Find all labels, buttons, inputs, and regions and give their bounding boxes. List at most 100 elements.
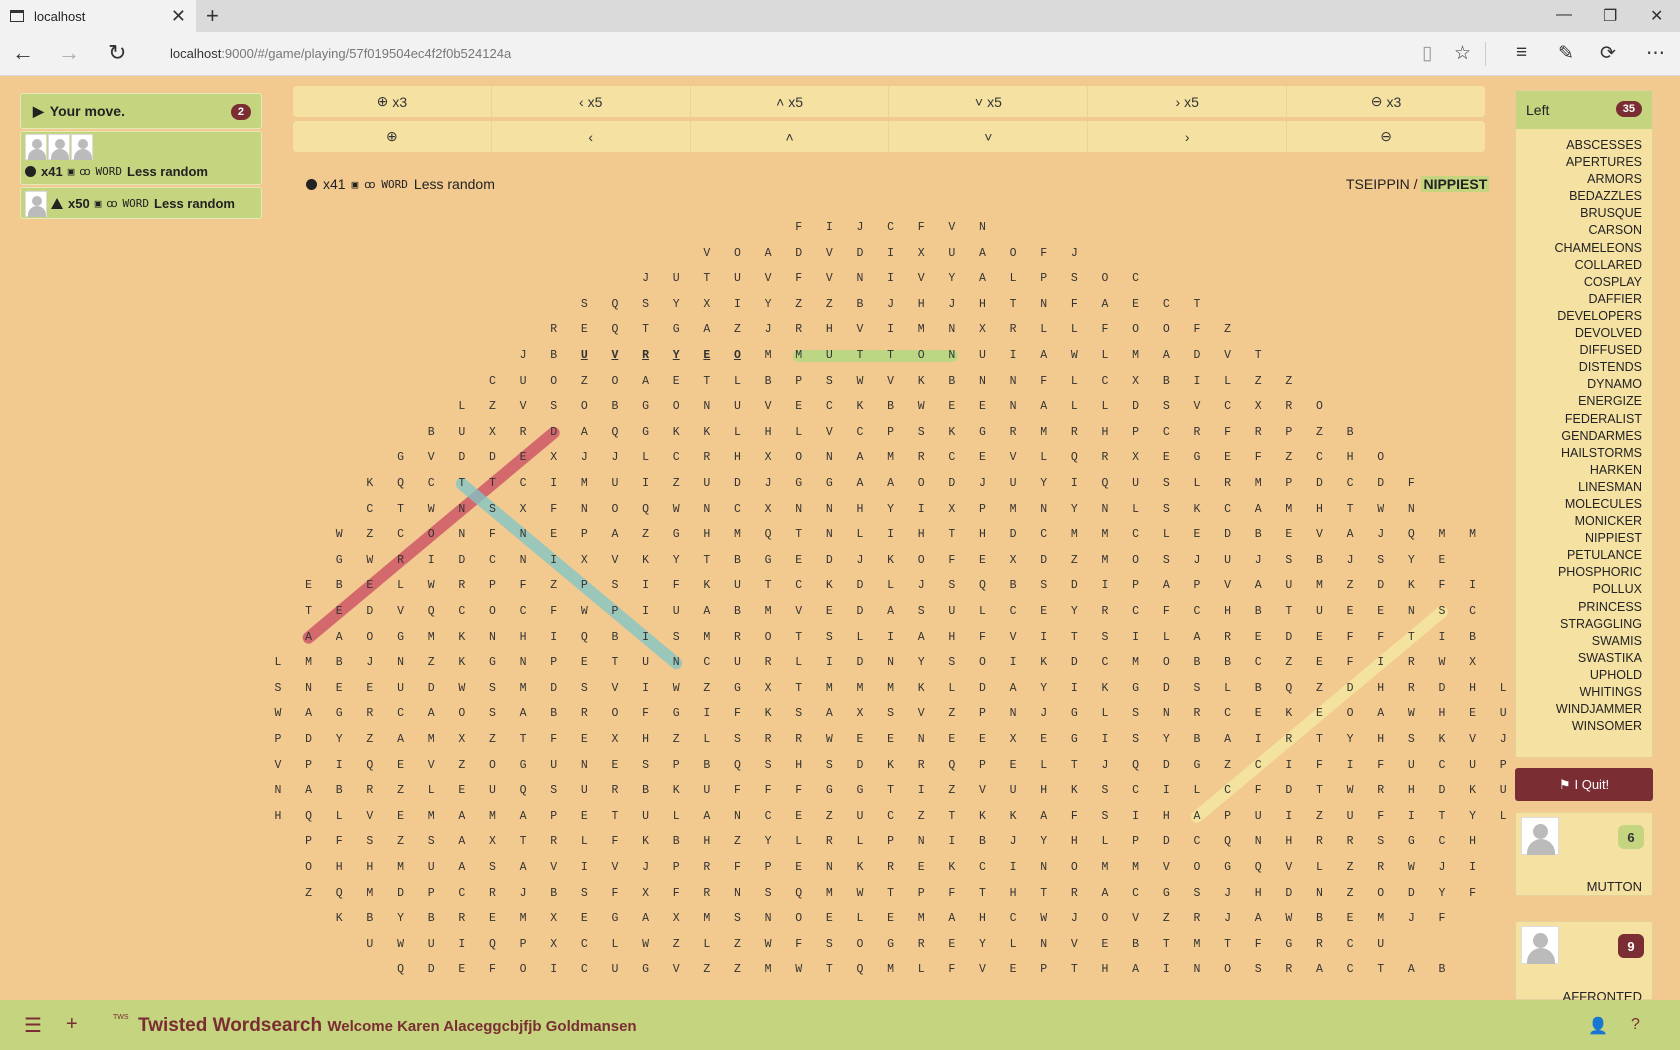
grid-letter[interactable]: H (519, 630, 527, 644)
grid-letter[interactable]: R (1193, 425, 1201, 439)
grid-letter[interactable]: I (703, 707, 711, 721)
grid-letter[interactable]: O (1162, 656, 1170, 670)
grid-letter[interactable]: E (335, 605, 343, 618)
grid-letter[interactable]: U (366, 937, 374, 951)
grid-letter[interactable]: I (1040, 630, 1048, 644)
grid-letter[interactable]: J (1438, 861, 1446, 874)
grid-letter[interactable]: B (672, 835, 680, 849)
grid-letter[interactable]: R (488, 886, 496, 900)
grid-letter[interactable]: H (1377, 733, 1385, 746)
grid-letter[interactable]: E (580, 656, 588, 670)
grid-letter[interactable]: F (519, 579, 527, 593)
grid-letter[interactable]: T (856, 349, 864, 362)
grid-letter[interactable]: P (580, 579, 588, 593)
grid-letter[interactable]: X (580, 553, 588, 567)
grid-letter[interactable]: Z (366, 528, 374, 542)
grid-letter[interactable]: I (1193, 374, 1201, 388)
grid-letter[interactable]: C (948, 451, 956, 465)
grid-letter[interactable]: J (764, 323, 772, 337)
grid-letter[interactable]: B (733, 553, 741, 567)
grid-letter[interactable]: I (887, 528, 895, 542)
grid-letter[interactable]: P (1040, 963, 1048, 977)
grid-letter[interactable]: I (1285, 758, 1293, 772)
grid-letter[interactable]: C (1346, 937, 1354, 951)
grid-letter[interactable]: I (1132, 809, 1140, 823)
grid-letter[interactable]: Z (642, 528, 649, 542)
grid-letter[interactable]: T (1407, 630, 1415, 644)
zoom-out-button[interactable]: ⊖ (1286, 121, 1485, 152)
up-x5-button[interactable]: ˄ x5 (689, 86, 889, 117)
grid-letter[interactable]: S (1132, 707, 1140, 721)
grid-letter[interactable]: C (672, 451, 680, 465)
grid-letter[interactable]: N (1101, 502, 1109, 516)
grid-letter[interactable]: I (1101, 733, 1109, 746)
grid-letter[interactable]: D (1070, 656, 1078, 670)
grid-letter[interactable]: M (1070, 528, 1078, 542)
grid-letter[interactable]: C (519, 477, 527, 490)
grid-letter[interactable]: O (672, 400, 680, 414)
grid-letter[interactable]: Q (1285, 681, 1293, 695)
grid-letter[interactable]: D (1285, 630, 1293, 644)
grid-letter[interactable]: B (1162, 374, 1170, 388)
grid-letter[interactable]: I (1438, 630, 1446, 644)
grid-letter[interactable]: I (733, 297, 741, 311)
grid-letter[interactable]: P (672, 758, 680, 772)
grid-letter[interactable]: B (1469, 630, 1477, 644)
grid-letter[interactable]: R (1315, 937, 1323, 951)
grid-letter[interactable]: O (1009, 246, 1017, 260)
grid-letter[interactable]: A (1009, 681, 1017, 695)
grid-letter[interactable]: M (764, 605, 772, 618)
grid-letter[interactable]: P (550, 656, 558, 670)
grid-letter[interactable]: U (979, 349, 986, 362)
grid-letter[interactable]: V (887, 374, 895, 388)
grid-letter[interactable]: Y (764, 297, 772, 311)
grid-letter[interactable]: K (948, 861, 956, 874)
grid-letter[interactable]: R (1377, 784, 1385, 798)
grid-letter[interactable]: S (825, 937, 833, 951)
grid-letter[interactable]: M (1132, 656, 1140, 670)
grid-letter[interactable]: E (825, 912, 833, 926)
grid-letter[interactable]: A (519, 707, 527, 721)
grid-letter[interactable]: E (1346, 605, 1354, 618)
grid-letter[interactable]: A (335, 630, 343, 644)
grid-letter[interactable]: R (458, 579, 466, 593)
grid-letter[interactable]: L (1070, 323, 1078, 337)
grid-letter[interactable]: V (427, 451, 435, 465)
grid-letter[interactable]: Q (611, 297, 619, 311)
grid-letter[interactable]: I (1070, 477, 1078, 490)
grid-letter[interactable]: T (948, 809, 956, 823)
grid-letter[interactable]: V (1224, 349, 1231, 362)
grid-letter[interactable]: A (1132, 963, 1140, 977)
grid-letter[interactable]: W (672, 681, 680, 695)
grid-letter[interactable]: Q (1132, 758, 1140, 772)
grid-letter[interactable]: C (1254, 758, 1262, 772)
grid-letter[interactable]: V (274, 758, 282, 772)
grid-letter[interactable]: N (887, 656, 895, 670)
grid-letter[interactable]: S (427, 835, 435, 849)
restore-icon[interactable]: ❐ (1603, 8, 1618, 25)
grid-letter[interactable]: Z (795, 297, 803, 311)
grid-letter[interactable]: T (948, 528, 956, 542)
grid-letter[interactable]: H (1009, 886, 1017, 900)
grid-letter[interactable]: N (1193, 963, 1201, 977)
grid-letter[interactable]: F (733, 861, 741, 874)
grid-letter[interactable]: H (1407, 784, 1415, 798)
grid-letter[interactable]: V (856, 323, 864, 337)
grid-letter[interactable]: I (550, 477, 558, 490)
grid-letter[interactable]: A (305, 707, 313, 721)
grid-letter[interactable]: L (979, 605, 986, 618)
grid-letter[interactable]: I (458, 937, 466, 951)
grid-letter[interactable]: E (1254, 630, 1262, 644)
grid-letter[interactable]: R (1377, 861, 1385, 874)
grid-letter[interactable]: D (1407, 886, 1415, 900)
grid-letter[interactable]: M (427, 809, 435, 823)
grid-letter[interactable]: N (519, 656, 527, 670)
grid-letter[interactable]: U (1285, 579, 1293, 593)
grid-letter[interactable]: E (1132, 297, 1140, 311)
grid-letter[interactable]: X (488, 425, 496, 439)
grid-letter[interactable]: D (397, 886, 404, 900)
grid-letter[interactable]: F (795, 937, 803, 951)
grid-letter[interactable]: A (979, 272, 986, 286)
grid-letter[interactable]: V (703, 246, 711, 260)
grid-letter[interactable]: B (1193, 656, 1201, 670)
